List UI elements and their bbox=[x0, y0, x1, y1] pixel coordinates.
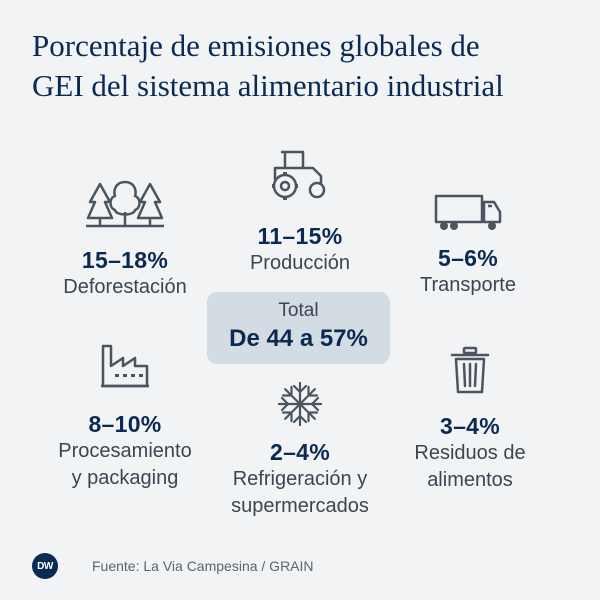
label-production: Producción bbox=[249, 252, 351, 274]
page-title: Porcentaje de emisiones globales de GEI … bbox=[32, 26, 572, 106]
snowflake-icon bbox=[277, 381, 323, 427]
percent-processing: 8–10% bbox=[88, 411, 162, 437]
percent-deforestation: 15–18% bbox=[81, 247, 169, 273]
title-line-1: Porcentaje de emisiones globales de bbox=[32, 28, 480, 63]
factory-icon bbox=[101, 344, 149, 388]
percent-transport: 5–6% bbox=[437, 245, 499, 271]
title-line-2: GEI del sistema alimentario industrial bbox=[32, 68, 504, 103]
percent-production: 11–15% bbox=[257, 223, 343, 249]
item-refrigeration: 2–4% Refrigeración y supermercados bbox=[210, 380, 390, 520]
label-processing-line-1: Procesamiento bbox=[58, 440, 192, 462]
item-production: 11–15% Producción bbox=[225, 148, 375, 277]
dw-logo: DW bbox=[32, 553, 58, 579]
label-refrigeration-line-1: Refrigeración y bbox=[232, 468, 368, 490]
label-refrigeration-line-2: supermercados bbox=[231, 495, 369, 517]
label-waste-line-2: alimentos bbox=[427, 469, 513, 491]
total-box: Total De 44 a 57% bbox=[207, 292, 390, 364]
label-deforestation: Deforestación bbox=[63, 276, 187, 298]
item-processing: 8–10% Procesamiento y packaging bbox=[45, 342, 205, 492]
label-waste-line-1: Residuos de bbox=[414, 442, 526, 464]
truck-icon bbox=[434, 194, 502, 230]
footer: DW Fuente: La Via Campesina / GRAIN bbox=[32, 553, 314, 579]
forest-icon bbox=[86, 180, 164, 228]
label-processing-line-2: y packaging bbox=[71, 467, 179, 489]
percent-refrigeration: 2–4% bbox=[269, 439, 331, 465]
total-value: De 44 a 57% bbox=[229, 325, 368, 352]
percent-waste: 3–4% bbox=[439, 413, 501, 439]
item-waste: 3–4% Residuos de alimentos bbox=[395, 346, 545, 494]
trash-bin-icon bbox=[450, 346, 490, 394]
source-text: Fuente: La Via Campesina / GRAIN bbox=[92, 558, 314, 574]
item-transport: 5–6% Transporte bbox=[393, 192, 543, 299]
label-transport: Transporte bbox=[420, 274, 516, 296]
item-deforestation: 15–18% Deforestación bbox=[50, 178, 200, 301]
total-label: Total bbox=[278, 300, 319, 321]
tractor-icon bbox=[272, 150, 326, 200]
